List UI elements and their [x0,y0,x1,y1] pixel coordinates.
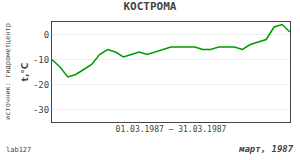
svg-text:lab127: lab127 [6,146,31,154]
svg-text:КОСТРОМА: КОСТРОМА [124,0,177,13]
svg-text:t,°C: t,°C [20,62,30,81]
svg-text:март, 1987: март, 1987 [238,144,294,154]
svg-text:-10: -10 [33,55,49,65]
svg-text:01.03.1987 – 31.03.1987: 01.03.1987 – 31.03.1987 [116,125,227,134]
svg-text:-30: -30 [33,105,49,115]
svg-text:0: 0 [44,30,49,40]
svg-text:источник: гидрометцентр: источник: гидрометцентр [4,23,12,120]
svg-text:-20: -20 [33,80,49,90]
